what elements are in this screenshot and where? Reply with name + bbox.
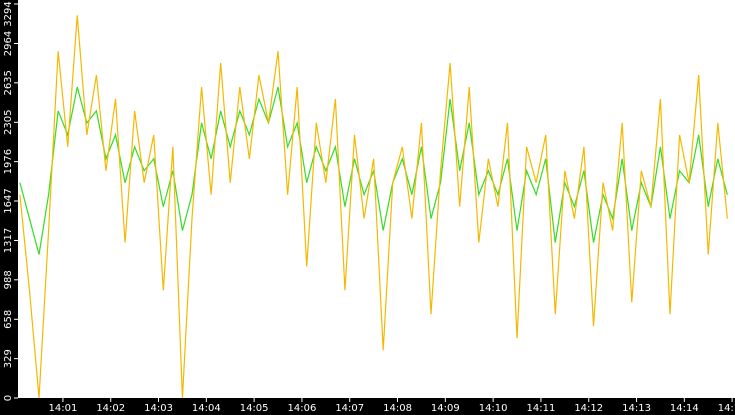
x-tick-label: 14:04 — [192, 403, 221, 414]
x-tick-label: 14:11 — [527, 403, 556, 414]
y-tick-label: 329 — [3, 349, 14, 368]
y-tick-label: 658 — [3, 310, 14, 329]
x-tick-label: 14:12 — [574, 403, 603, 414]
x-tick-label: 14:02 — [96, 403, 125, 414]
x-tick-label: 14:15 — [718, 403, 735, 414]
x-tick-label: 14:13 — [622, 403, 651, 414]
x-tick-label: 14:10 — [479, 403, 508, 414]
x-tick-label: 14:09 — [431, 403, 460, 414]
x-tick-label: 14:05 — [240, 403, 269, 414]
y-tick-label: 2964 — [3, 31, 14, 56]
y-tick-label: 2305 — [3, 110, 14, 135]
x-tick-label: 14:03 — [144, 403, 173, 414]
y-tick-label: 988 — [3, 270, 14, 289]
y-tick-label: 1976 — [3, 149, 14, 174]
y-tick-label: 2635 — [3, 70, 14, 95]
x-tick-label: 14:08 — [383, 403, 412, 414]
x-tick-label: 14:01 — [49, 403, 78, 414]
y-tick-label: 0 — [3, 395, 14, 401]
y-tick-label: 1317 — [3, 228, 14, 253]
x-tick-label: 14:14 — [670, 403, 699, 414]
x-tick-label: 14:06 — [288, 403, 317, 414]
y-tick-label: 1647 — [3, 188, 14, 213]
x-tick-label: 14:07 — [335, 403, 364, 414]
series-line — [19, 15, 728, 399]
y-tick-label: 3294 — [3, 1, 14, 26]
